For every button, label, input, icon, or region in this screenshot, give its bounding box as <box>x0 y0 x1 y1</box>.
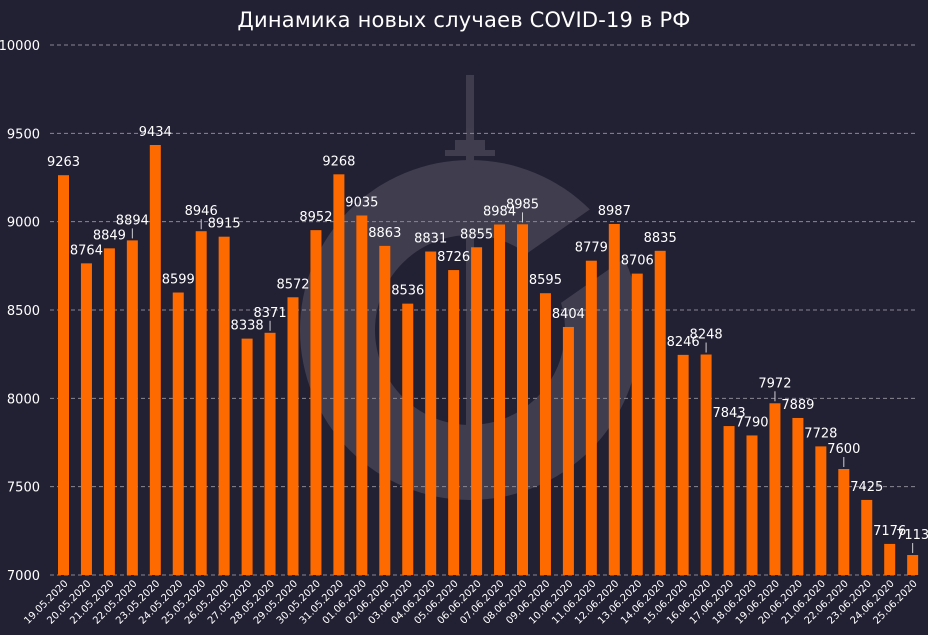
data-label: 8915 <box>208 217 241 232</box>
data-label: 8831 <box>414 232 447 247</box>
bar <box>195 231 207 575</box>
chart-title: Динамика новых случаев COVID-19 в РФ <box>237 8 691 32</box>
data-label: 8338 <box>231 319 264 334</box>
data-label: 8987 <box>598 204 631 219</box>
data-label: 8706 <box>621 254 654 269</box>
data-label: 8599 <box>162 273 195 288</box>
bar <box>310 230 322 575</box>
data-label: 8764 <box>70 243 103 258</box>
data-label: 8726 <box>437 250 470 265</box>
data-label: 8779 <box>575 241 608 256</box>
bar <box>517 224 528 576</box>
bars <box>58 144 919 576</box>
data-label: 7790 <box>735 415 768 430</box>
data-label: 7176 <box>873 524 906 539</box>
data-label: 8572 <box>276 277 309 292</box>
y-tick-label: 7500 <box>7 481 40 496</box>
bar <box>585 260 597 575</box>
bar <box>746 435 758 575</box>
bar <box>379 245 391 575</box>
bar <box>884 543 896 575</box>
bar <box>448 270 460 575</box>
y-tick-label: 7000 <box>7 569 40 584</box>
bar <box>264 332 276 575</box>
bar <box>631 273 643 575</box>
data-label: 8894 <box>116 213 149 228</box>
data-label: 8404 <box>552 307 585 322</box>
bar <box>494 224 506 575</box>
data-label: 8946 <box>185 204 218 219</box>
bar <box>700 354 712 575</box>
data-label: 8371 <box>254 306 287 321</box>
bar <box>471 247 483 576</box>
bar <box>58 175 69 575</box>
y-tick-label: 9500 <box>7 127 40 142</box>
data-label: 7843 <box>713 406 746 421</box>
data-label: 7600 <box>827 442 860 457</box>
data-label: 8536 <box>391 284 424 299</box>
bar <box>402 303 414 575</box>
data-label: 9263 <box>47 155 80 170</box>
data-label: 9035 <box>345 195 378 210</box>
bar <box>861 499 873 575</box>
data-label: 7889 <box>781 398 814 413</box>
data-label: 8985 <box>506 197 539 212</box>
bar <box>172 292 184 575</box>
bar <box>80 263 92 575</box>
bar <box>356 215 368 575</box>
data-label: 9434 <box>139 125 172 140</box>
bar <box>539 293 551 575</box>
bar <box>149 144 161 575</box>
bar <box>677 354 689 575</box>
bar <box>562 326 574 575</box>
bar <box>218 236 230 575</box>
data-label: 8863 <box>368 226 401 241</box>
bar <box>126 240 138 576</box>
bar <box>792 417 804 575</box>
bar <box>241 338 253 575</box>
bar <box>608 223 620 576</box>
bar <box>838 469 850 575</box>
data-label: 7113 <box>896 528 928 543</box>
y-tick-label: 8500 <box>7 304 40 319</box>
bar <box>907 555 919 575</box>
bar <box>723 426 735 575</box>
data-label: 8248 <box>690 328 723 343</box>
y-tick-label: 9000 <box>7 216 40 231</box>
data-label: 8984 <box>483 204 516 219</box>
data-label: 8855 <box>460 227 493 242</box>
data-label: 7425 <box>850 480 883 495</box>
data-label: 7972 <box>758 376 791 391</box>
bar <box>287 297 299 575</box>
data-label: 8849 <box>93 228 126 243</box>
data-label: 8952 <box>299 210 332 225</box>
y-axis: 10000 9500 9000 8500 8000 7500 7000 <box>0 39 40 584</box>
data-label: 8246 <box>667 335 700 350</box>
data-label: 9268 <box>322 154 355 169</box>
bar <box>815 446 827 575</box>
x-axis: 19.05.202020.05.202021.05.202022.05.2020… <box>22 578 919 626</box>
bar <box>425 251 437 576</box>
data-label: 8835 <box>644 231 677 246</box>
y-tick-label: 10000 <box>0 39 40 54</box>
y-tick-label: 8000 <box>7 392 40 407</box>
bar <box>103 248 115 576</box>
bar <box>654 250 666 576</box>
bar <box>769 403 781 575</box>
data-label: 8595 <box>529 273 562 288</box>
bar <box>333 174 345 575</box>
data-label: 7728 <box>804 426 837 441</box>
